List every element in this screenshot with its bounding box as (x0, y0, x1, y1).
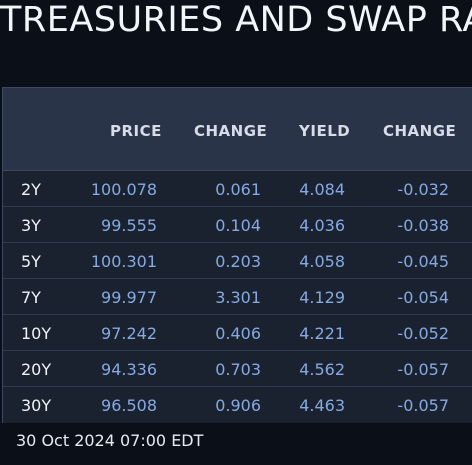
price-cell: 99.555 (101, 216, 157, 235)
yield-change-cell: -0.057 (397, 396, 449, 415)
yield-change-cell: -0.052 (397, 324, 449, 343)
tenor-cell: 2Y (21, 180, 41, 199)
table-row: 3Y 99.555 0.104 4.036 -0.038 (3, 207, 472, 243)
tenor-cell: 5Y (21, 252, 41, 271)
price-change-cell: 3.301 (215, 288, 261, 307)
timestamp: 30 Oct 2024 07:00 EDT (16, 431, 204, 450)
header-yield: YIELD (299, 122, 351, 140)
rates-table: PRICE CHANGE YIELD CHANGE 2Y 100.078 0.0… (2, 87, 472, 423)
price-change-cell: 0.104 (215, 216, 261, 235)
yield-cell: 4.084 (299, 180, 345, 199)
yield-cell: 4.129 (299, 288, 345, 307)
table-row: 5Y 100.301 0.203 4.058 -0.045 (3, 243, 472, 279)
tenor-cell: 10Y (21, 324, 52, 343)
table-row: 20Y 94.336 0.703 4.562 -0.057 (3, 351, 472, 387)
price-cell: 99.977 (101, 288, 157, 307)
price-cell: 100.301 (90, 252, 157, 271)
tenor-cell: 3Y (21, 216, 41, 235)
price-change-cell: 0.203 (215, 252, 261, 271)
price-cell: 100.078 (90, 180, 157, 199)
table-row: 2Y 100.078 0.061 4.084 -0.032 (3, 171, 472, 207)
tenor-cell: 30Y (21, 396, 52, 415)
table-row: 7Y 99.977 3.301 4.129 -0.054 (3, 279, 472, 315)
tenor-cell: 7Y (21, 288, 41, 307)
header-yield-change: CHANGE (383, 122, 457, 140)
yield-cell: 4.562 (299, 360, 345, 379)
price-change-cell: 0.406 (215, 324, 261, 343)
header-change: CHANGE (194, 122, 268, 140)
yield-cell: 4.221 (299, 324, 345, 343)
price-change-cell: 0.906 (215, 396, 261, 415)
page-title: TREASURIES AND SWAP RA (0, 0, 472, 40)
table-row: 30Y 96.508 0.906 4.463 -0.057 (3, 387, 472, 423)
price-cell: 96.508 (101, 396, 157, 415)
header-price: PRICE (110, 122, 162, 140)
yield-change-cell: -0.045 (397, 252, 449, 271)
price-change-cell: 0.703 (215, 360, 261, 379)
yield-change-cell: -0.038 (397, 216, 449, 235)
price-cell: 94.336 (101, 360, 157, 379)
yield-cell: 4.463 (299, 396, 345, 415)
table-header: PRICE CHANGE YIELD CHANGE (3, 88, 472, 171)
yield-change-cell: -0.057 (397, 360, 449, 379)
yield-cell: 4.036 (299, 216, 345, 235)
table-row: 10Y 97.242 0.406 4.221 -0.052 (3, 315, 472, 351)
yield-change-cell: -0.032 (397, 180, 449, 199)
yield-cell: 4.058 (299, 252, 345, 271)
price-change-cell: 0.061 (215, 180, 261, 199)
yield-change-cell: -0.054 (397, 288, 449, 307)
tenor-cell: 20Y (21, 360, 52, 379)
price-cell: 97.242 (101, 324, 157, 343)
